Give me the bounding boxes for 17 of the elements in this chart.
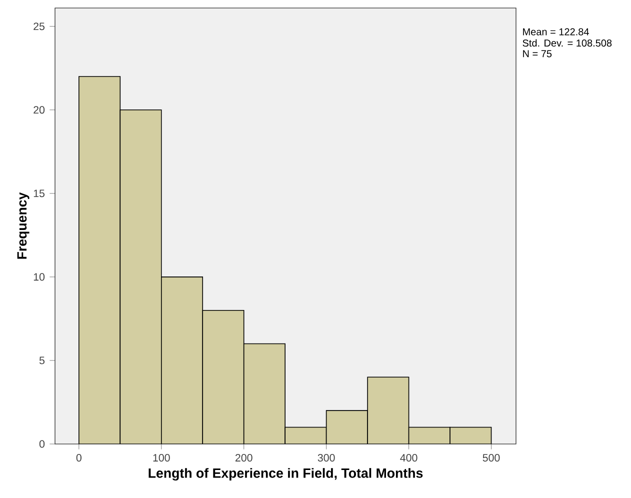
y-tick-label: 10 bbox=[34, 273, 45, 281]
x-axis-title: Length of Experience in Field, Total Months bbox=[148, 468, 423, 481]
text: N = 75 bbox=[523, 50, 552, 58]
y-tick-label: 15 bbox=[34, 190, 45, 198]
y-tick-label: 5 bbox=[39, 356, 45, 364]
x-tick-label: 300 bbox=[318, 454, 335, 462]
y-tick-label: 25 bbox=[34, 22, 45, 30]
text: Mean = 122.84 bbox=[523, 28, 589, 36]
y-tick-label: 0 bbox=[39, 440, 45, 448]
y-axis-title: Frequency bbox=[17, 192, 30, 259]
x-tick-label: 500 bbox=[482, 454, 500, 462]
x-tick-label: 200 bbox=[236, 454, 252, 462]
text: Std. Dev. = 108.508 bbox=[522, 39, 612, 47]
x-tick-label: 0 bbox=[76, 454, 82, 462]
y-tick-label: 20 bbox=[34, 106, 45, 114]
x-tick-label: 400 bbox=[400, 454, 418, 462]
x-tick-label: 100 bbox=[153, 454, 170, 462]
